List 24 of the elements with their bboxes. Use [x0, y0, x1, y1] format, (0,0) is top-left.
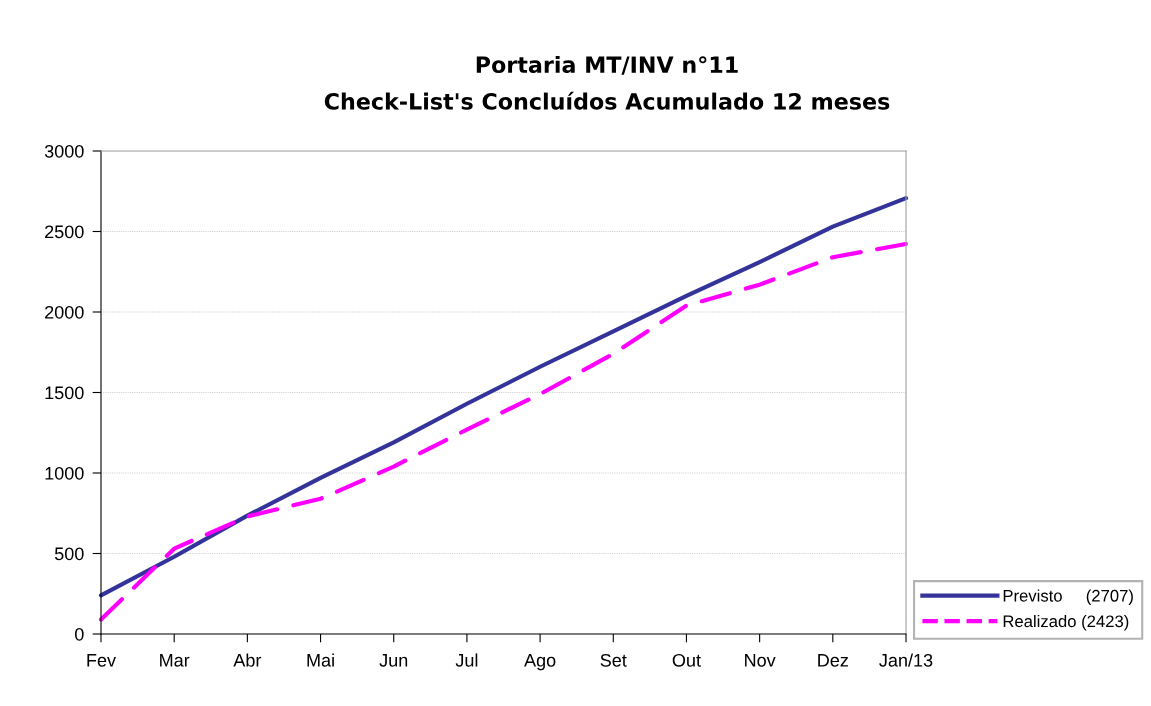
y-tick-label: 0	[75, 627, 84, 641]
legend-label: Previsto (2707)	[1003, 589, 1133, 605]
x-tick-label: Out	[672, 653, 701, 667]
x-tick-label: Jun	[379, 654, 408, 667]
x-tick-label: Mai	[307, 653, 334, 667]
y-tick-label: 2000	[45, 305, 84, 319]
y-tick-label: 1000	[45, 466, 84, 480]
y-tick-label: 2500	[45, 225, 84, 239]
line-series	[98, 196, 909, 598]
y-tick-label: 1500	[45, 386, 84, 400]
y-tick-label: 500	[54, 547, 84, 561]
x-tick-label: Ago	[524, 654, 556, 671]
x-tick-label: Dez	[818, 654, 848, 667]
y-tick-label: 3000	[44, 144, 84, 158]
x-tick-label: Abr	[233, 653, 262, 667]
x-tick-label: Set	[600, 653, 627, 667]
legend-label: Realizado (2423)	[1003, 614, 1129, 631]
x-tick-label: Nov	[745, 654, 776, 667]
x-tick-label: Fev	[87, 654, 116, 667]
x-tick-label: Jan/13	[879, 653, 933, 667]
x-tick-label: Jul	[455, 653, 478, 667]
line-series	[98, 241, 909, 622]
x-tick-label: Mar	[160, 654, 190, 667]
chart-title: Portaria MT/INV n°11 Check-List's Concluídos Acumulado 12 meses	[324, 55, 890, 110]
